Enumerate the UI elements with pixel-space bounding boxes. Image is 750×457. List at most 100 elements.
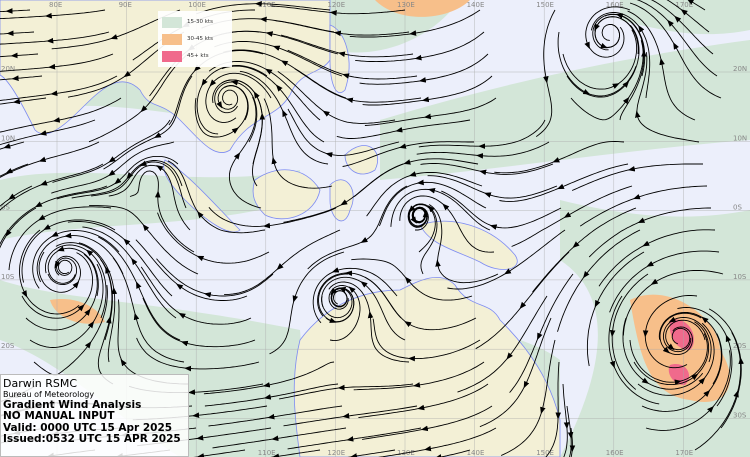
streamline xyxy=(627,10,696,121)
streamline xyxy=(279,383,414,400)
streamline xyxy=(390,188,491,231)
longitude-label: 160E xyxy=(606,449,624,457)
streamline xyxy=(78,242,116,363)
longitude-label: 170E xyxy=(675,1,693,9)
streamline xyxy=(142,297,256,348)
legend-item: 15-30 kts xyxy=(162,16,213,28)
legend-label: 15-30 kts xyxy=(187,19,213,25)
streamline xyxy=(500,339,556,456)
streamline xyxy=(629,333,708,383)
latitude-label: 10S xyxy=(733,273,747,281)
streamline xyxy=(263,98,333,189)
streamline xyxy=(294,68,422,103)
longitude-label: 170E xyxy=(675,449,693,457)
streamline xyxy=(287,49,418,80)
issued-time: Issued:0532 UTC 15 APR 2025 xyxy=(3,433,181,445)
latitude-label: 20S xyxy=(1,342,15,350)
legend-swatch xyxy=(162,33,182,45)
longitude-label: 130E xyxy=(397,1,415,9)
streamline xyxy=(416,141,550,157)
latitude-label: 30S xyxy=(733,412,747,420)
wind-15-30-area xyxy=(620,0,750,35)
streamline xyxy=(47,247,99,297)
longitude-label: 120E xyxy=(327,1,345,9)
streamline xyxy=(694,332,742,451)
streamline xyxy=(287,427,422,450)
streamline xyxy=(270,5,406,15)
streamline xyxy=(36,235,124,283)
streamline xyxy=(342,141,474,167)
streamline xyxy=(214,41,343,77)
streamline xyxy=(0,75,118,101)
streamline xyxy=(0,53,114,72)
legend-label: 45+ kts xyxy=(187,53,209,59)
streamline xyxy=(636,52,700,143)
streamline xyxy=(359,53,489,85)
streamline xyxy=(611,273,649,390)
longitude-label: 90E xyxy=(119,1,132,9)
streamline xyxy=(269,251,345,355)
streamline xyxy=(362,405,493,440)
streamline xyxy=(571,163,703,191)
streamline xyxy=(708,308,742,429)
streamline xyxy=(362,75,493,106)
latitude-label: 10N xyxy=(1,134,15,142)
longitude-label: 140E xyxy=(467,449,485,457)
wind-15-30-area xyxy=(380,40,750,180)
streamline xyxy=(336,119,471,139)
streamline xyxy=(196,3,331,15)
streamline xyxy=(328,281,410,363)
streamline xyxy=(156,258,274,297)
streamline xyxy=(441,190,562,229)
streamline xyxy=(358,383,489,419)
streamline xyxy=(364,97,497,126)
streamline xyxy=(608,295,660,405)
streamline xyxy=(212,427,347,449)
streamline xyxy=(372,318,481,360)
streamline xyxy=(420,163,554,175)
longitude-label: 120E xyxy=(327,449,345,457)
streamline xyxy=(208,207,337,227)
streamline xyxy=(604,14,645,121)
streamline xyxy=(355,31,485,63)
streamline xyxy=(349,9,481,38)
latitude-label: 20N xyxy=(733,65,747,73)
chart-title: Gradient Wind Analysis xyxy=(3,398,142,411)
streamline xyxy=(214,81,258,143)
streamline xyxy=(275,20,410,36)
streamline xyxy=(535,9,556,138)
legend-label: 30-45 kts xyxy=(187,36,213,42)
streamline xyxy=(0,9,31,13)
longitude-label: 80E xyxy=(49,1,62,9)
streamline xyxy=(280,34,414,58)
streamline xyxy=(270,449,321,457)
streamline xyxy=(378,181,487,227)
longitude-label: 100E xyxy=(188,1,206,9)
streamline xyxy=(353,158,479,198)
wind-30-45-area xyxy=(375,0,470,17)
latitude-label: 10S xyxy=(1,273,15,281)
streamline xyxy=(644,295,698,369)
agency-name: Bureau of Meteorology xyxy=(3,389,95,399)
legend-swatch xyxy=(162,50,182,62)
centre-name: Darwin RSMC xyxy=(3,377,78,390)
wind-45-plus-area xyxy=(669,319,694,350)
streamline xyxy=(427,175,558,199)
streamline xyxy=(204,383,339,407)
streamline xyxy=(418,119,546,148)
latitude-label: 0S xyxy=(733,204,742,212)
streamline xyxy=(353,361,485,391)
landmass xyxy=(419,220,518,270)
streamline xyxy=(0,97,122,133)
input-note: NO MANUAL INPUT xyxy=(3,410,115,422)
streamline xyxy=(0,31,35,35)
landmass xyxy=(252,169,321,220)
longitude-label: 110E xyxy=(258,449,276,457)
longitude-label: 150E xyxy=(536,1,554,9)
legend-item: 45+ kts xyxy=(162,50,209,62)
streamline xyxy=(428,204,499,284)
streamline xyxy=(378,427,497,457)
streamline xyxy=(312,267,398,324)
